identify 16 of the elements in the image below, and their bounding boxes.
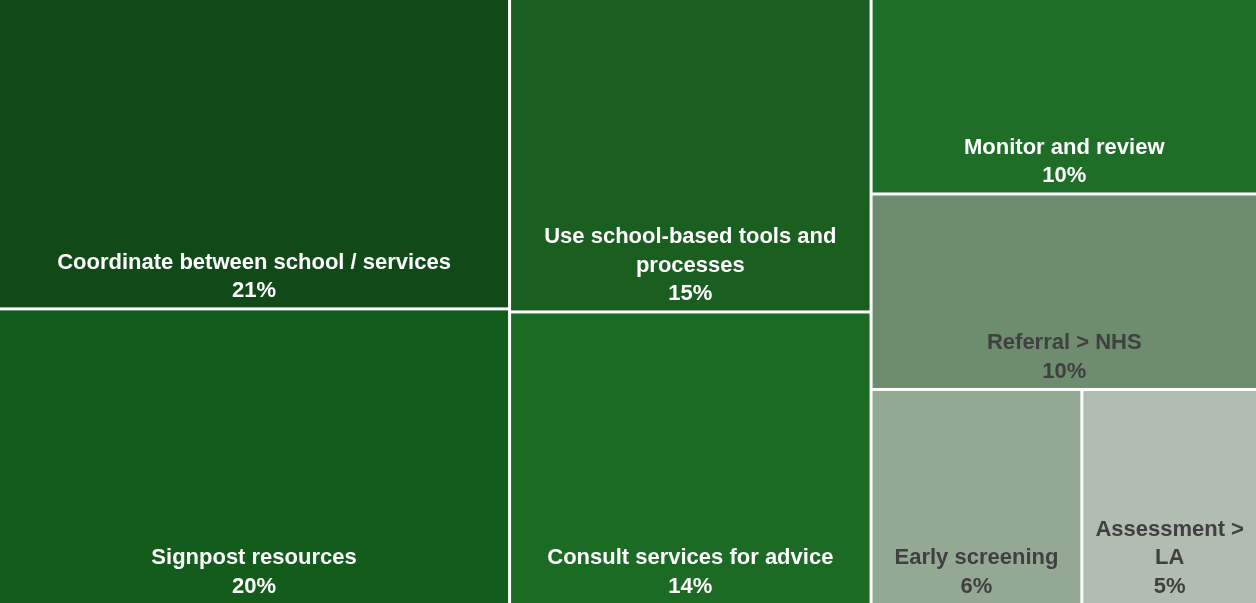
data-label: 21% xyxy=(232,277,277,303)
category-label: Consult services for advice xyxy=(547,544,834,570)
category-label: Early screening xyxy=(894,544,1059,570)
data-label: 5% xyxy=(1153,573,1186,598)
data-label: 15% xyxy=(668,280,713,306)
data-label: 6% xyxy=(960,573,993,598)
category-label: Referral > NHS xyxy=(986,329,1142,355)
data-label: 20% xyxy=(232,573,277,598)
category-label: Signpost resources xyxy=(151,544,357,570)
data-label: 10% xyxy=(1042,162,1087,188)
category-label: Monitor and review xyxy=(964,133,1166,159)
data-label: 14% xyxy=(668,573,713,598)
category-label: Use school-based tools and processes xyxy=(544,223,837,277)
category-label: Assessment > LA xyxy=(1095,515,1244,570)
data-label: 10% xyxy=(1042,357,1087,383)
category-label: Coordinate between school / services xyxy=(57,248,451,274)
